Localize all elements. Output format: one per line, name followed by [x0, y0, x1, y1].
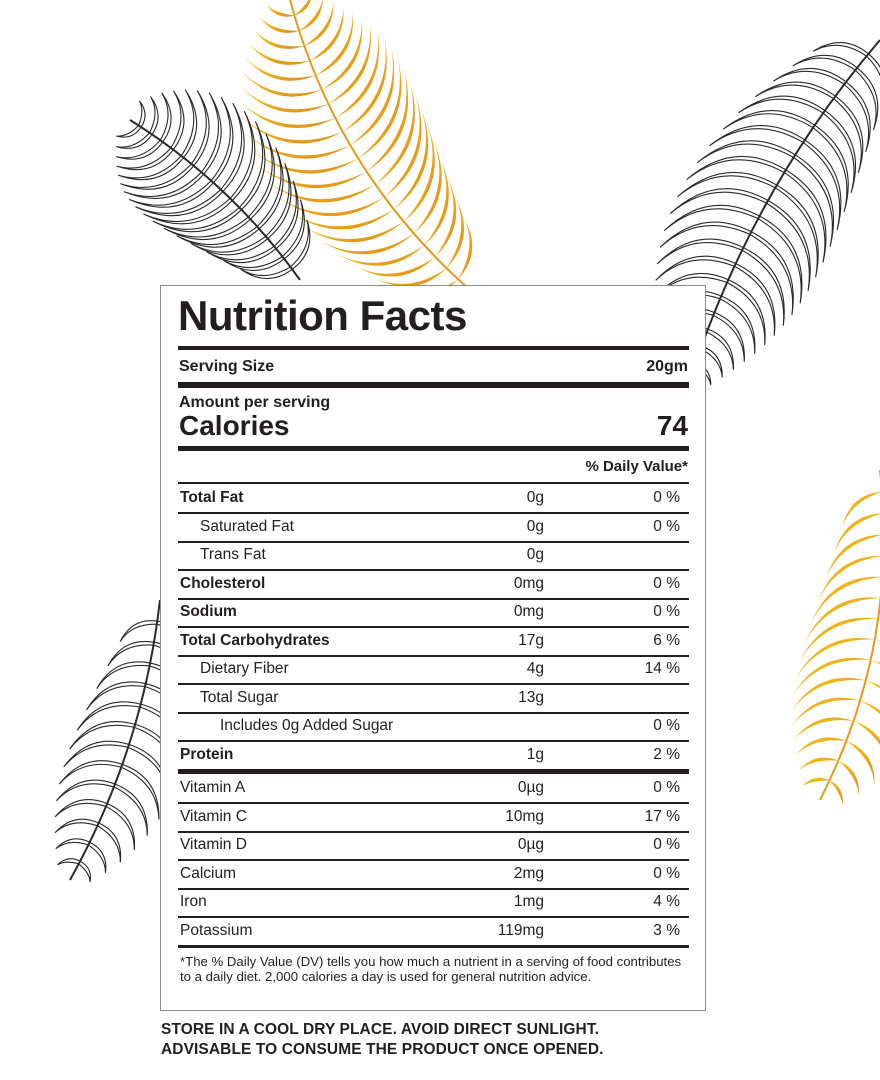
gold-palm-leaf-right: [791, 470, 880, 805]
nutrient-row: Trans Fat 0g: [178, 541, 689, 571]
nutrient-name: Sodium: [180, 603, 237, 620]
nutrient-daily-value: 0 %: [653, 574, 680, 592]
nutrient-daily-value: 0 %: [653, 517, 680, 535]
nutrient-daily-value: 0 %: [653, 603, 680, 620]
nutrient-row: Includes 0g Added Sugar 0 %: [178, 712, 689, 742]
divider: [178, 346, 689, 350]
nutrient-name: Includes 0g Added Sugar: [220, 717, 394, 734]
nutrient-daily-value: 0 %: [653, 864, 680, 882]
nutrient-row: Total Carbohydrates 17g 6 %: [178, 627, 689, 657]
nutrient-row: Iron 1mg 4 %: [178, 888, 689, 918]
calories-value: 74: [656, 410, 688, 441]
nutrient-row: Sodium 0mg 0 %: [178, 598, 689, 628]
nutrient-name: Vitamin A: [180, 779, 246, 796]
nutrient-daily-value: 14 %: [644, 660, 680, 677]
divider: [178, 482, 689, 484]
nutrient-amount: 10mg: [505, 807, 544, 825]
nutrient-amount: 0g: [526, 489, 544, 506]
nutrient-amount: 0g: [526, 546, 544, 563]
nutrient-daily-value: 0 %: [653, 717, 680, 734]
nutrient-name: Calcium: [180, 864, 236, 882]
nutrient-name: Total Sugar: [200, 688, 279, 706]
nutrient-daily-value: 0 %: [653, 779, 680, 796]
serving-size-label: Serving Size: [179, 358, 275, 375]
nutrient-amount: 0µg: [517, 836, 544, 853]
nutrient-amount: 0g: [526, 517, 544, 535]
nutrient-amount: 1mg: [513, 893, 544, 910]
nutrient-name: Vitamin C: [180, 807, 247, 825]
nutrient-daily-value: 2 %: [653, 745, 680, 763]
nutrient-amount: 0mg: [513, 574, 544, 592]
nutrient-name: Cholesterol: [180, 574, 266, 592]
nutrient-amount: 4g: [526, 660, 544, 677]
nutrient-amount: 2mg: [513, 864, 544, 882]
nutrient-name: Total Fat: [180, 489, 244, 506]
nutrient-name: Dietary Fiber: [200, 660, 289, 677]
nutrient-name: Vitamin D: [180, 836, 247, 853]
nutrient-daily-value: 4 %: [653, 893, 680, 910]
nutrient-row: Potassium 119mg 3 %: [178, 917, 689, 948]
nutrient-name: Potassium: [180, 921, 253, 939]
nutrient-amount: 119mg: [497, 921, 544, 939]
nutrient-daily-value: 0 %: [653, 489, 680, 506]
nutrient-name: Trans Fat: [200, 546, 266, 563]
nutrient-name: Saturated Fat: [200, 517, 294, 535]
serving-size-value: 20gm: [646, 358, 688, 375]
divider: [178, 382, 689, 388]
nutrient-row: Calcium 2mg 0 %: [178, 860, 689, 890]
nutrient-daily-value: 6 %: [653, 631, 680, 649]
nutrient-daily-value: 17 %: [644, 807, 680, 825]
nutrient-amount: 1g: [526, 745, 544, 763]
nutrient-row: Saturated Fat 0g 0 %: [178, 513, 689, 543]
nutrient-row: Total Fat 0g 0 %: [178, 484, 689, 514]
storage-line-2: ADVISABLE TO CONSUME THE PRODUCT ONCE OP…: [161, 1041, 604, 1058]
nutrient-row: Cholesterol 0mg 0 %: [178, 570, 689, 600]
nutrition-facts-panel: Nutrition Facts Serving Size 20gm Amount…: [160, 285, 706, 1011]
black-palm-leaf-left: [115, 89, 311, 281]
calories-label: Calories: [179, 410, 290, 441]
nutrient-amount: 0µg: [517, 779, 544, 796]
nutrient-row: Vitamin D 0µg 0 %: [178, 831, 689, 861]
amount-per-serving: Amount per serving: [179, 394, 331, 411]
divider: [178, 446, 689, 451]
nutrient-amount: 13g: [518, 688, 544, 706]
nutrient-row: Dietary Fiber 4g 14 %: [178, 655, 689, 685]
nutrition-facts-title: Nutrition Facts: [178, 292, 467, 339]
daily-value-footnote: *The % Daily Value (DV) tells you how mu…: [180, 954, 682, 984]
gold-palm-leaf-top: [240, 0, 473, 296]
storage-line-1: STORE IN A COOL DRY PLACE. AVOID DIRECT …: [161, 1021, 600, 1038]
nutrient-amount: 0mg: [513, 603, 544, 620]
nutrient-amount: 17g: [518, 631, 544, 649]
nutrient-row: Total Sugar 13g: [178, 684, 689, 714]
black-palm-leaf-right: [655, 39, 880, 386]
nutrient-name: Protein: [180, 745, 234, 763]
storage-instructions: STORE IN A COOL DRY PLACE. AVOID DIRECT …: [161, 1020, 604, 1060]
nutrient-name: Total Carbohydrates: [180, 631, 330, 649]
nutrient-daily-value: 0 %: [653, 836, 680, 853]
nutrient-row: Vitamin C 10mg 17 %: [178, 803, 689, 833]
nutrient-row: Protein 1g 2 %: [178, 741, 689, 774]
nutrient-daily-value: 3 %: [653, 921, 680, 939]
daily-value-header: % Daily Value*: [585, 458, 688, 475]
nutrient-name: Iron: [180, 893, 207, 910]
nutrient-row: Vitamin A 0µg 0 %: [178, 774, 689, 804]
